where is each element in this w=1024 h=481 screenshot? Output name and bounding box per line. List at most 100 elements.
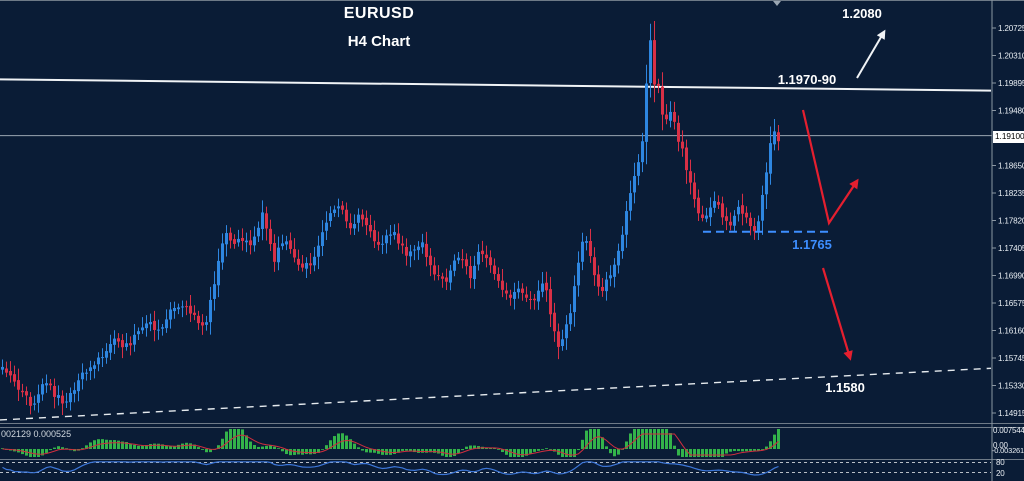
bearish-projection-arrow[interactable] bbox=[821, 267, 853, 361]
histogram-bar bbox=[609, 449, 612, 454]
histogram-bar bbox=[109, 440, 112, 449]
candlestick-layer[interactable] bbox=[1, 21, 780, 415]
candle-body bbox=[289, 240, 292, 249]
candle-body bbox=[413, 249, 416, 251]
candle-body bbox=[105, 351, 108, 358]
candle-body bbox=[329, 213, 332, 222]
candle-body bbox=[141, 327, 144, 331]
price-tick-label: 1.18235 bbox=[998, 189, 1024, 198]
histogram-bar bbox=[105, 439, 108, 449]
histogram-bar bbox=[749, 449, 752, 451]
histogram-bar bbox=[697, 449, 700, 457]
histogram-bar bbox=[585, 430, 588, 449]
histogram-bar bbox=[345, 435, 348, 449]
candle-body bbox=[765, 172, 768, 195]
histogram-bar bbox=[501, 449, 504, 453]
histogram-bar bbox=[133, 444, 136, 449]
pullback-bounce-arrow[interactable] bbox=[801, 109, 859, 226]
candle-body bbox=[89, 367, 92, 372]
histogram-bar bbox=[661, 429, 664, 449]
resistance-line[interactable] bbox=[0, 78, 992, 92]
histogram-bar bbox=[241, 429, 244, 449]
candle-body bbox=[237, 238, 240, 243]
candle-body bbox=[121, 340, 124, 348]
candle-body bbox=[741, 205, 744, 214]
candle-body bbox=[77, 380, 80, 392]
histogram-bar bbox=[321, 449, 324, 450]
trendline-price-label[interactable]: 1.1580 bbox=[825, 380, 865, 395]
candle-body bbox=[417, 246, 420, 251]
histogram-bar bbox=[425, 449, 428, 453]
candle-body bbox=[517, 288, 520, 293]
histogram-bar bbox=[589, 429, 592, 449]
support-price-label[interactable]: 1.1765 bbox=[792, 237, 832, 252]
signal-line bbox=[2, 433, 779, 456]
candle-body bbox=[45, 383, 48, 386]
oscillator-level-80-label: 80 bbox=[996, 458, 1005, 467]
histogram-bar bbox=[581, 439, 584, 449]
histogram-bar bbox=[169, 445, 172, 449]
candle-body bbox=[81, 372, 84, 380]
histogram-bar bbox=[221, 438, 224, 449]
histogram-bar bbox=[769, 441, 772, 449]
candle-body bbox=[609, 275, 612, 279]
bullish-breakout-arrow[interactable] bbox=[856, 29, 886, 79]
resistance-zone-label[interactable]: 1.1970-90 bbox=[777, 72, 837, 87]
price-tick-label: 1.20310 bbox=[998, 52, 1024, 61]
histogram-bar bbox=[57, 446, 60, 449]
candle-body bbox=[129, 343, 132, 346]
histogram-bar bbox=[1, 448, 4, 449]
histogram-bar bbox=[573, 449, 576, 457]
histogram-bar bbox=[529, 449, 532, 454]
candle-body bbox=[217, 260, 220, 286]
histogram-bar bbox=[265, 445, 268, 449]
price-tick-label: 1.14915 bbox=[998, 409, 1024, 418]
candle-body bbox=[665, 114, 668, 120]
histogram-bar bbox=[605, 446, 608, 449]
candle-body bbox=[253, 236, 256, 246]
candle-body bbox=[73, 390, 76, 394]
histogram-bar bbox=[145, 445, 148, 449]
histogram-indicator-panel[interactable] bbox=[1, 429, 780, 457]
candle-body bbox=[657, 83, 660, 86]
ascending-trendline[interactable] bbox=[0, 367, 992, 421]
histogram-bar bbox=[153, 443, 156, 449]
candle-body bbox=[453, 260, 456, 271]
candle-body bbox=[205, 322, 208, 325]
candle-body bbox=[457, 257, 460, 261]
candle-body bbox=[525, 294, 528, 298]
histogram-bar bbox=[217, 445, 220, 449]
histogram-bar bbox=[41, 449, 44, 456]
histogram-bar bbox=[509, 449, 512, 457]
candle-body bbox=[149, 322, 152, 325]
target-price-label[interactable]: 1.2080 bbox=[842, 6, 882, 21]
histogram-bar bbox=[777, 429, 780, 449]
candle-body bbox=[673, 111, 676, 122]
histogram-bar bbox=[201, 449, 204, 450]
candle-body bbox=[489, 257, 492, 266]
candle-body bbox=[285, 241, 288, 245]
candle-body bbox=[521, 288, 524, 293]
price-tick-label: 1.15745 bbox=[998, 354, 1024, 363]
oscillator-indicator-panel[interactable] bbox=[0, 461, 991, 476]
candle-body bbox=[729, 221, 732, 226]
histogram-bar bbox=[521, 449, 524, 457]
candle-body bbox=[341, 205, 344, 210]
histogram-bar bbox=[285, 449, 288, 455]
histogram-bar bbox=[565, 449, 568, 457]
histogram-bar bbox=[533, 449, 536, 452]
histogram-bar bbox=[313, 449, 316, 454]
candle-body bbox=[109, 344, 112, 353]
candle-body bbox=[613, 264, 616, 277]
candle-body bbox=[297, 258, 300, 265]
histogram-bar bbox=[593, 429, 596, 449]
price-axis[interactable]: 1.20725 1.20310 1.19895 1.19480 1.18650 1.182… bbox=[991, 0, 1024, 481]
histogram-bar bbox=[37, 449, 40, 457]
price-tick-label: 1.20725 bbox=[998, 24, 1024, 33]
histogram-bar bbox=[381, 449, 384, 455]
histogram-bar bbox=[249, 441, 252, 449]
candle-body bbox=[501, 280, 504, 290]
histogram-bar bbox=[629, 433, 632, 449]
candle-body bbox=[685, 147, 688, 171]
